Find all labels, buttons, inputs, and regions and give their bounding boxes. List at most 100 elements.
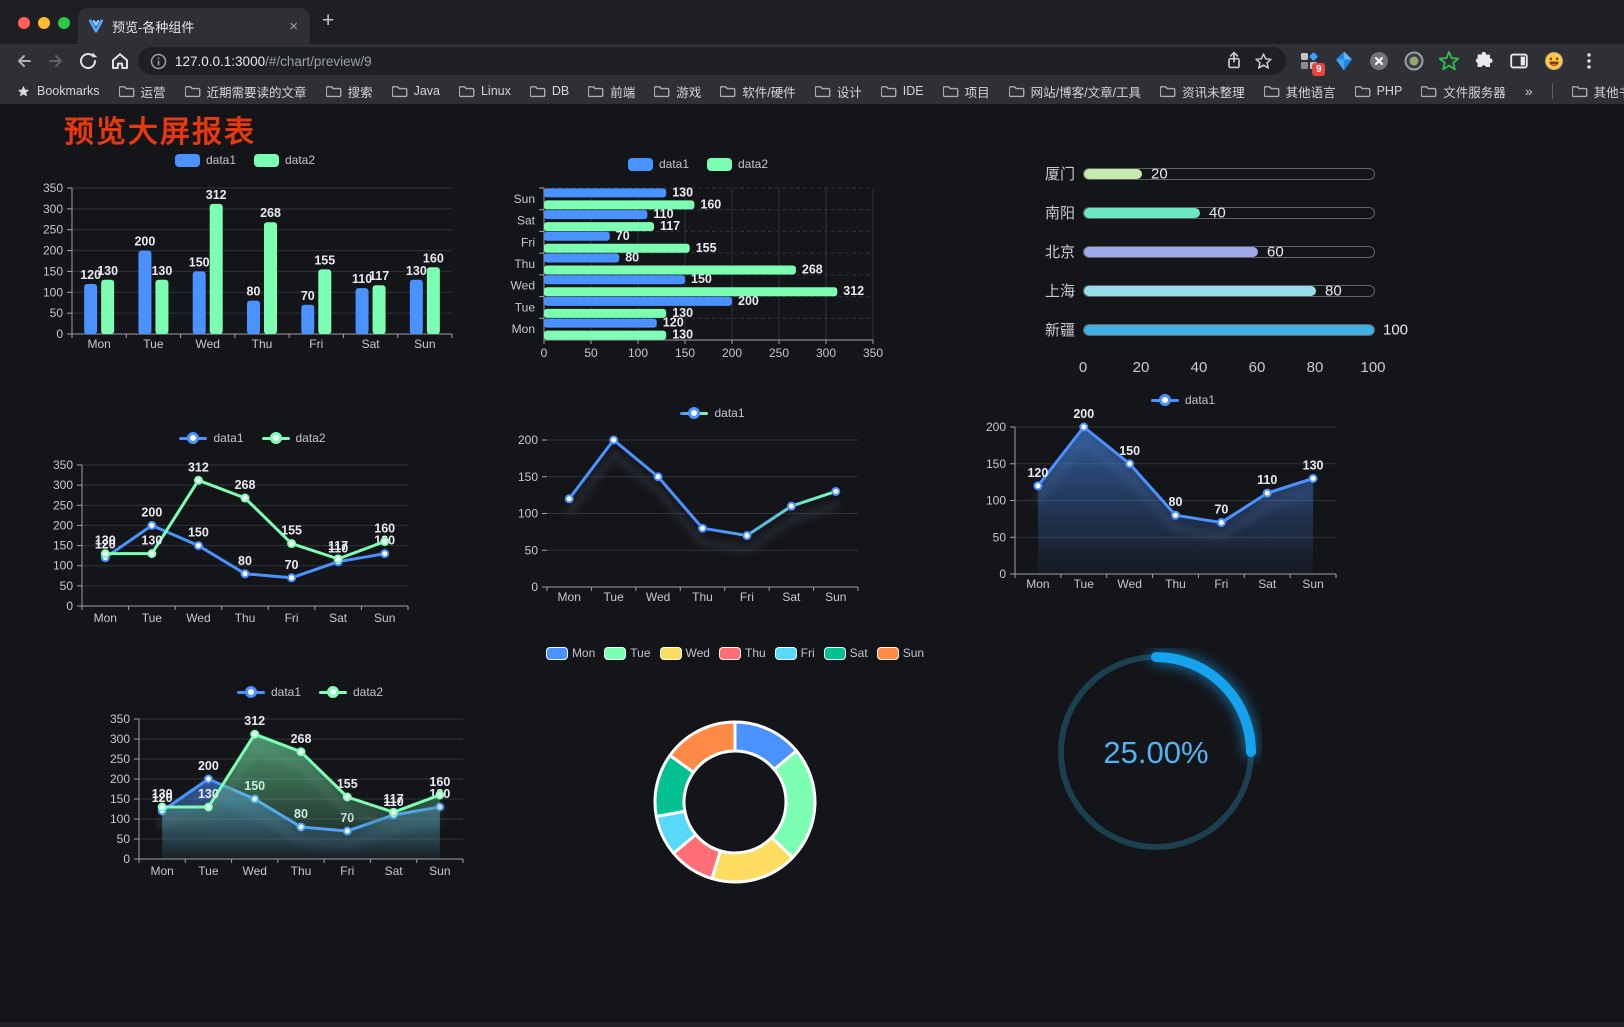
- extension-green-star-icon[interactable]: [1438, 50, 1460, 72]
- svg-text:350: 350: [43, 181, 63, 195]
- legend-item[interactable]: Sat: [823, 646, 868, 660]
- side-panel-icon[interactable]: [1508, 50, 1530, 72]
- legend-item[interactable]: data1: [179, 431, 244, 445]
- progress-fill: [1084, 285, 1316, 296]
- bookmarks-overflow-icon[interactable]: »: [1524, 83, 1533, 99]
- bookmark-folder[interactable]: 设计: [814, 82, 862, 101]
- progress-row-label: 厦门: [1044, 166, 1075, 183]
- bookmark-folder[interactable]: 近期需要读的文章: [184, 82, 307, 101]
- svg-text:200: 200: [722, 346, 742, 360]
- svg-text:120: 120: [1027, 466, 1048, 480]
- svg-text:0: 0: [66, 599, 73, 613]
- legend-item[interactable]: data2: [707, 157, 768, 171]
- svg-text:250: 250: [769, 346, 789, 360]
- other-bookmarks-label: 其他书签: [1593, 85, 1624, 100]
- extension-kite-icon[interactable]: [1333, 50, 1355, 72]
- bookmark-star-icon[interactable]: [1253, 51, 1274, 72]
- browser-tab[interactable]: 预览-各种组件 ×: [78, 8, 310, 44]
- horizontal-scrollbar[interactable]: [0, 1022, 1624, 1027]
- home-icon[interactable]: [106, 47, 134, 75]
- svg-text:250: 250: [53, 498, 73, 512]
- legend-label: data1: [213, 431, 244, 445]
- svg-text:110: 110: [653, 207, 673, 221]
- bookmark-folder[interactable]: 网站/博客/文章/工具: [1008, 82, 1141, 101]
- star-icon: [17, 85, 30, 96]
- folder-icon: [325, 86, 341, 98]
- bookmark-folder[interactable]: 项目: [942, 82, 990, 101]
- bookmark-folder[interactable]: 软件/硬件: [720, 82, 796, 101]
- chart-legend: data1 data2: [40, 431, 465, 445]
- reload-icon[interactable]: [74, 47, 102, 75]
- svg-text:Sat: Sat: [517, 214, 536, 228]
- window-zoom-button[interactable]: [58, 17, 70, 29]
- legend-item[interactable]: data1: [627, 157, 689, 171]
- chart-legend: Mon Tue Wed Thu Fri Sat Sun: [540, 646, 930, 660]
- progress-fill: [1084, 168, 1142, 179]
- bookmark-folder[interactable]: 文件服务器: [1421, 82, 1506, 101]
- extension-record-icon[interactable]: [1403, 50, 1425, 72]
- bookmark-label: 软件/硬件: [742, 85, 796, 100]
- bookmark-folder[interactable]: DB: [529, 84, 569, 98]
- legend-item[interactable]: data1: [236, 685, 301, 699]
- axis-tick-label: 20: [1132, 359, 1150, 376]
- legend-item[interactable]: data1: [680, 406, 745, 420]
- address-bar[interactable]: 127.0.0.1:3000/#/chart/preview/9: [138, 47, 1286, 75]
- bookmark-folder[interactable]: Linux: [458, 84, 511, 98]
- site-info-icon[interactable]: [150, 53, 167, 70]
- progress-value: 100: [1383, 321, 1409, 338]
- svg-text:Wed: Wed: [242, 864, 266, 878]
- bookmark-folder[interactable]: 搜索: [325, 82, 373, 101]
- legend-item[interactable]: data1: [1150, 393, 1215, 407]
- bookmark-folder-other[interactable]: 其他书签: [1571, 82, 1624, 101]
- svg-text:268: 268: [802, 263, 823, 277]
- chart-gradient-line: data1 0 50 100 150 200 Mon Tue Wed Thu Fri Sat Sun: [505, 398, 920, 613]
- legend-item[interactable]: data2: [319, 685, 383, 699]
- svg-text:150: 150: [188, 526, 209, 540]
- extension-badge: 9: [1312, 63, 1325, 76]
- legend-item[interactable]: Sun: [876, 646, 924, 660]
- extensions-puzzle-icon[interactable]: [1473, 50, 1495, 72]
- svg-text:120: 120: [80, 268, 101, 282]
- bookmark-folder[interactable]: 资讯未整理: [1160, 82, 1245, 101]
- forward-icon[interactable]: [42, 47, 70, 75]
- legend-item[interactable]: data2: [254, 153, 315, 167]
- svg-text:0: 0: [123, 852, 130, 866]
- back-icon[interactable]: [10, 47, 38, 75]
- svg-text:312: 312: [843, 284, 864, 298]
- share-icon[interactable]: [1223, 50, 1245, 72]
- bookmarks-manager[interactable]: Bookmarks: [16, 84, 100, 99]
- progress-axis: 0 20 40 60 80 100: [1079, 359, 1386, 383]
- bookmark-folder[interactable]: 运营: [118, 82, 166, 101]
- legend-swatch: [1150, 393, 1179, 407]
- window-minimize-button[interactable]: [38, 17, 50, 29]
- legend-item[interactable]: Mon: [545, 646, 595, 660]
- progress-value: 40: [1209, 204, 1226, 221]
- svg-text:200: 200: [110, 772, 130, 786]
- new-tab-button[interactable]: +: [322, 9, 335, 32]
- svg-text:110: 110: [328, 542, 348, 556]
- extension-grid-icon[interactable]: 9: [1298, 50, 1325, 76]
- svg-text:70: 70: [285, 558, 299, 572]
- bookmark-folder[interactable]: 游戏: [654, 82, 701, 101]
- progress-row-label: 新疆: [1044, 322, 1075, 339]
- legend-item[interactable]: Wed: [659, 646, 710, 660]
- browser-menu-icon[interactable]: [1578, 50, 1600, 72]
- legend-item[interactable]: data1: [174, 153, 236, 167]
- bookmark-folder[interactable]: 前端: [588, 82, 635, 101]
- window-close-button[interactable]: [18, 17, 30, 29]
- folder-icon: [184, 86, 200, 98]
- legend-item[interactable]: Fri: [774, 646, 815, 660]
- bookmark-folder[interactable]: 其他语言: [1263, 82, 1336, 101]
- bookmark-folder[interactable]: IDE: [880, 84, 924, 98]
- legend-label: Fri: [800, 646, 815, 660]
- legend-item[interactable]: Thu: [718, 646, 766, 660]
- extension-circle-x-icon[interactable]: [1368, 50, 1390, 72]
- bookmark-folder[interactable]: Java: [391, 84, 440, 98]
- svg-text:50: 50: [60, 579, 74, 593]
- tab-close-icon[interactable]: ×: [289, 17, 298, 35]
- legend-item[interactable]: Tue: [604, 646, 651, 660]
- url-text[interactable]: 127.0.0.1:3000/#/chart/preview/9: [175, 54, 372, 69]
- legend-item[interactable]: data2: [261, 431, 326, 445]
- bookmark-folder[interactable]: PHP: [1354, 84, 1402, 98]
- profile-avatar[interactable]: [1543, 50, 1565, 72]
